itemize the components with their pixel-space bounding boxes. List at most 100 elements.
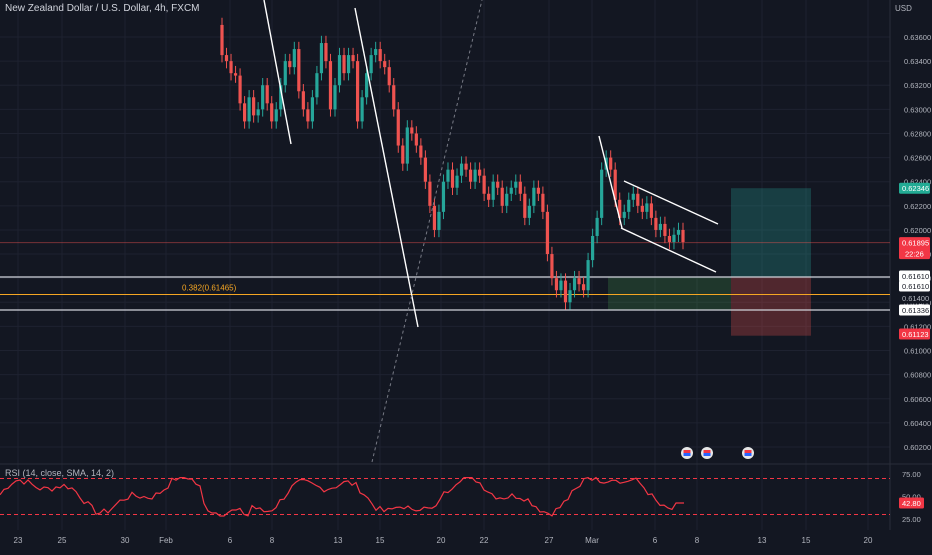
- candle-body: [459, 163, 464, 176]
- candle-body: [613, 169, 617, 200]
- candle-body: [351, 55, 355, 62]
- candle-body: [536, 187, 540, 194]
- price-tag-label: 0.61610: [902, 282, 929, 291]
- price-tag-label: 0.61610: [902, 272, 929, 281]
- candle-body: [478, 169, 482, 176]
- candle-body: [500, 187, 504, 206]
- price-tick-label: 0.62200: [904, 202, 931, 211]
- horizontal-levels[interactable]: 0.382(0.61465): [0, 242, 890, 311]
- trendline-2[interactable]: [354, 7, 419, 328]
- candle-body: [283, 61, 287, 86]
- candle-body: [242, 103, 247, 122]
- candle-body: [355, 61, 360, 122]
- candle-body: [636, 193, 640, 206]
- price-tick-label: 0.63000: [904, 105, 931, 114]
- trendline-1[interactable]: [263, 0, 292, 145]
- candle-body: [342, 55, 346, 74]
- channel-upper[interactable]: [623, 180, 719, 225]
- candle-body: [432, 205, 437, 230]
- price-tag-label: 0.61123: [902, 330, 929, 339]
- price-tag-countdown: 22:26: [905, 250, 924, 259]
- candle-body: [396, 109, 400, 146]
- price-tag-red: [899, 237, 930, 260]
- rsi-tick-label: 25.00: [902, 515, 921, 524]
- price-tag-label: 0.61400: [902, 294, 929, 303]
- candle-body: [622, 211, 626, 218]
- candle-body: [649, 203, 653, 218]
- candle-body: [297, 49, 301, 92]
- time-tick-label: 20: [864, 536, 873, 545]
- position-zones[interactable]: [608, 188, 811, 336]
- candle-body: [346, 55, 351, 74]
- candle-body: [301, 91, 305, 110]
- candle-body: [541, 193, 545, 212]
- drawings[interactable]: [263, 0, 719, 463]
- time-tick-label: 20: [437, 536, 446, 545]
- candle-body: [441, 181, 446, 212]
- price-tick-label: 0.63400: [904, 57, 931, 66]
- candle-body: [468, 169, 473, 182]
- rsi-tick-label: 50.00: [902, 493, 921, 502]
- candle-body: [374, 49, 378, 56]
- candle-body: [405, 127, 409, 164]
- time-tick-label: 6: [228, 536, 233, 545]
- time-tick-label: 22: [480, 536, 489, 545]
- candle-body: [505, 193, 509, 206]
- channel-lower[interactable]: [620, 227, 717, 273]
- candle-body: [220, 24, 224, 56]
- candle-body: [591, 235, 595, 261]
- candle-body: [527, 205, 531, 218]
- price-tick-label: 0.63600: [904, 33, 931, 42]
- candle-body: [360, 97, 364, 122]
- candle-body: [423, 157, 427, 182]
- event-flag-icon: [683, 450, 691, 453]
- time-tick-label: 25: [58, 536, 67, 545]
- candle-body: [609, 157, 613, 170]
- impulse-line[interactable]: [598, 135, 623, 229]
- candle-body: [667, 235, 672, 242]
- event-flag-icon: [683, 453, 691, 456]
- candle-body: [523, 193, 527, 218]
- candle-body: [676, 229, 681, 235]
- target-zone[interactable]: [731, 188, 811, 277]
- candle-body: [532, 187, 536, 206]
- rsi-value-label: 42.80: [902, 499, 921, 508]
- time-tick-label: 8: [695, 536, 700, 545]
- candle-body: [600, 169, 604, 218]
- dashed-projection[interactable]: [371, 0, 483, 463]
- candle-body: [554, 278, 559, 291]
- rsi-tick-label: 75.00: [902, 470, 921, 479]
- candle-body: [464, 163, 468, 170]
- candle-body: [645, 203, 649, 212]
- fib-label: 0.382(0.61465): [182, 283, 237, 292]
- event-markers[interactable]: [681, 447, 754, 459]
- price-tag-muted: [899, 292, 930, 304]
- time-tick-label: 13: [334, 536, 343, 545]
- candle-body: [631, 193, 635, 200]
- price-tick-label: 0.62800: [904, 129, 931, 138]
- candle-body: [238, 75, 242, 104]
- time-tick-label: 30: [121, 536, 130, 545]
- stop-zone[interactable]: [731, 276, 811, 336]
- candle-body: [663, 223, 667, 236]
- price-tick-label: 0.62000: [904, 226, 931, 235]
- candle-body: [324, 43, 328, 62]
- candle-body: [383, 61, 387, 68]
- time-axis[interactable]: 23 25 30 Feb 6 8 13 15 20 22 27 Mar 6 8 13 15 20: [14, 536, 873, 545]
- candle-body: [337, 55, 342, 86]
- rsi-value-tag: [899, 497, 924, 509]
- time-tick-label: 15: [376, 536, 385, 545]
- price-tick-label: 0.60400: [904, 419, 931, 428]
- price-tag-white: [899, 304, 930, 316]
- event-flag-icon: [703, 450, 711, 453]
- time-tick-label: Mar: [585, 536, 599, 545]
- candle-body: [568, 290, 572, 303]
- candle-body: [265, 85, 269, 104]
- time-tick-label: Feb: [159, 536, 173, 545]
- grid: [0, 0, 932, 530]
- demand-zone[interactable]: [608, 276, 731, 311]
- candle-body: [581, 284, 586, 291]
- candle-body: [455, 175, 459, 188]
